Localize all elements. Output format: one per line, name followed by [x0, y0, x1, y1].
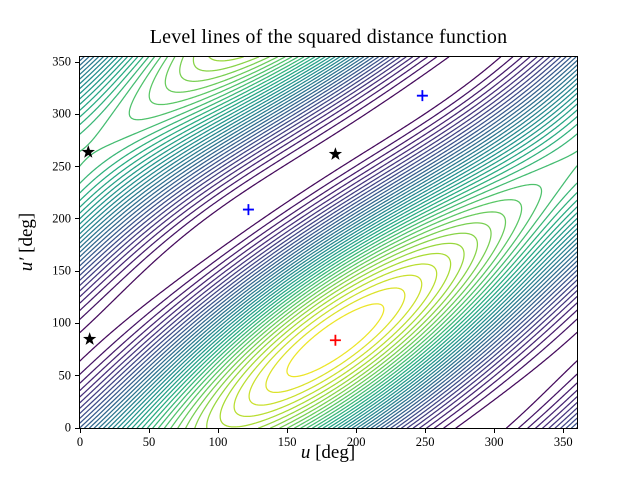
x-tick-label: 100 [208, 435, 228, 449]
y-tick-mark [75, 61, 79, 63]
x-tick-label: 150 [277, 435, 297, 449]
y-tick-label: 100 [52, 315, 71, 330]
x-tick-mark [148, 429, 150, 433]
y-axis-label-unit: [deg] [16, 212, 37, 258]
x-tick-label: 250 [415, 435, 435, 449]
y-tick-label: 150 [52, 263, 71, 278]
x-tick-mark [355, 429, 357, 433]
x-tick-mark [562, 429, 564, 433]
x-tick-mark [79, 429, 81, 433]
y-tick-label: 350 [52, 54, 71, 69]
x-tick-mark [493, 429, 495, 433]
y-axis-label: u′ [deg] [16, 213, 38, 272]
x-axis-label-unit: [deg] [310, 442, 356, 463]
y-tick-label: 300 [52, 106, 71, 121]
y-tick-label: 250 [52, 159, 71, 174]
plot-area-spine [79, 56, 578, 429]
chart-title: Level lines of the squared distance func… [149, 26, 508, 48]
x-tick-mark [424, 429, 426, 433]
y-tick-mark [75, 322, 79, 324]
y-tick-label: 0 [64, 420, 71, 435]
y-tick-mark [75, 270, 79, 272]
y-tick-mark [75, 113, 79, 115]
y-axis-label-variable: u′ [16, 257, 37, 272]
x-tick-mark [217, 429, 219, 433]
y-tick-mark [75, 375, 79, 377]
y-tick-label: 200 [52, 211, 71, 226]
y-tick-mark [75, 427, 79, 429]
x-axis-label: u [deg] [301, 442, 355, 464]
y-tick-mark [75, 218, 79, 220]
x-axis-label-variable: u [300, 442, 311, 463]
x-tick-label: 200 [346, 435, 366, 449]
contour-canvas [80, 57, 577, 428]
x-tick-label: 300 [484, 435, 504, 449]
x-tick-label: 350 [553, 435, 573, 449]
y-tick-label: 50 [58, 368, 72, 383]
x-tick-label: 0 [76, 435, 84, 449]
x-tick-mark [286, 429, 288, 433]
x-tick-label: 50 [142, 435, 156, 449]
y-tick-mark [75, 166, 79, 168]
